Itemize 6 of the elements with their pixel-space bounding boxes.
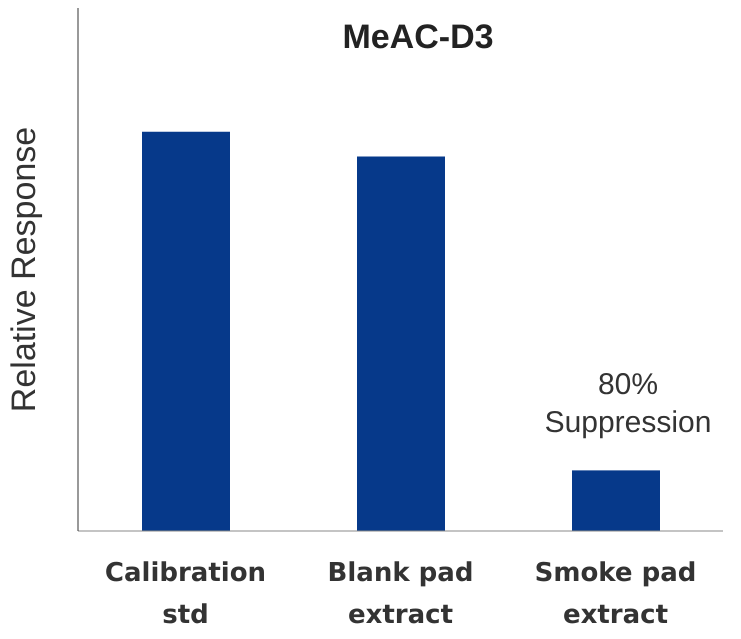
x-tick-label: Blank pad extract: [328, 558, 474, 630]
annotation: 80% Suppression: [544, 367, 712, 441]
x-tick-label: Calibration std: [104, 558, 266, 630]
y-axis-title: Relative Response: [5, 126, 44, 412]
chart-title: MeAC-D3: [341, 18, 495, 57]
x-tick-label: Smoke pad extract: [534, 558, 696, 630]
